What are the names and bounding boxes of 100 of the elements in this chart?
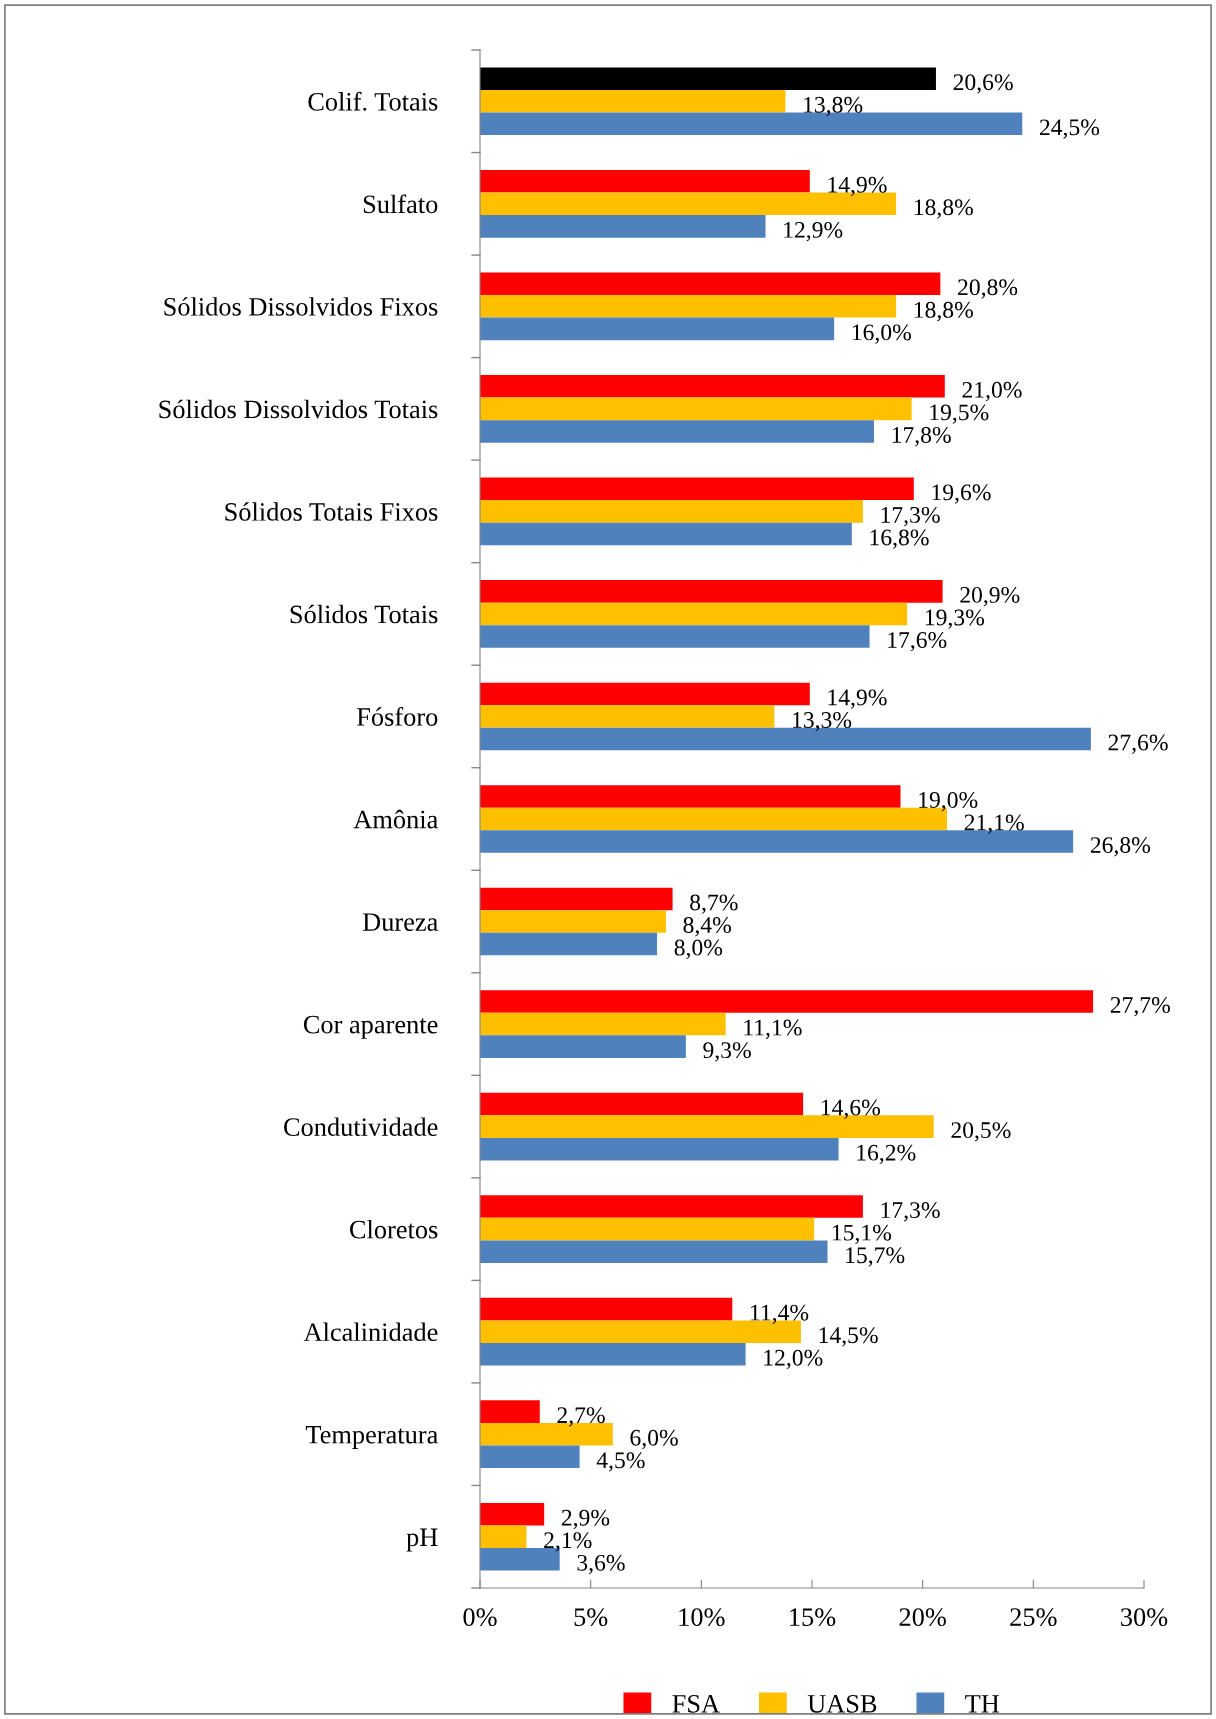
y-tick-label: Sulfato: [363, 194, 438, 214]
data-label: 15,7%: [846, 1247, 905, 1267]
data-label: 11,4%: [751, 1304, 809, 1324]
bar: [480, 1297, 733, 1321]
bar: [480, 602, 908, 626]
bar: [480, 375, 945, 398]
data-label: 2,1%: [544, 1532, 592, 1552]
bar: [480, 682, 810, 706]
data-label: 26,8%: [1090, 837, 1151, 857]
data-label: 11,1%: [744, 1019, 802, 1039]
bar: [480, 420, 874, 443]
y-tick-label: Cloretos: [349, 1219, 438, 1239]
data-label: 13,8%: [804, 96, 863, 117]
bar: [480, 785, 901, 808]
bar: [480, 1400, 540, 1423]
y-tick-label: Dureza: [362, 913, 438, 931]
y-tick-label: Condutividade: [284, 1117, 438, 1137]
legend-label: FSA: [672, 1694, 720, 1713]
x-tick-label: 25%: [1010, 1608, 1057, 1627]
bar: [480, 1502, 545, 1526]
bar: [480, 625, 870, 648]
bar: [480, 169, 810, 193]
data-label: 6,0%: [630, 1429, 678, 1450]
bar: [480, 500, 863, 523]
data-label: 19,0%: [919, 791, 978, 812]
data-label: 19,6%: [932, 484, 991, 504]
bar: [480, 215, 766, 238]
data-label: 20,9%: [960, 586, 1020, 607]
bar: [480, 1525, 527, 1549]
legend-label: TH: [965, 1695, 1000, 1713]
data-label: 21,1%: [964, 814, 1024, 834]
x-tick-label: 5%: [574, 1608, 608, 1627]
data-label: 4,5%: [596, 1452, 645, 1472]
data-label: 12,0%: [764, 1349, 823, 1370]
bar: [480, 89, 786, 113]
data-label: 24,5%: [1039, 119, 1100, 139]
bar: [480, 317, 835, 341]
data-label: 17,3%: [881, 506, 940, 527]
data-label: 2,7%: [557, 1407, 605, 1427]
y-tick-label: Temperatura: [305, 1426, 438, 1449]
bar: [480, 910, 666, 933]
bar: [480, 295, 897, 318]
data-label: 16,0%: [852, 324, 911, 344]
bar: [480, 397, 912, 421]
y-tick-label: Fósforo: [356, 707, 438, 726]
data-label: 14,5%: [819, 1327, 878, 1347]
data-label: 14,9%: [828, 176, 887, 197]
data-label: 19,5%: [930, 404, 989, 424]
data-label: 2,9%: [561, 1509, 610, 1530]
y-tick-label: Sólidos Totais: [290, 604, 438, 624]
data-label: 18,8%: [914, 199, 973, 219]
data-label: 3,6%: [577, 1554, 625, 1575]
bar: [480, 1035, 686, 1058]
data-label: 20,6%: [953, 74, 1013, 94]
bar: [480, 272, 941, 296]
bar: [480, 580, 943, 603]
data-label: 17,3%: [881, 1202, 940, 1222]
data-label: 13,3%: [793, 712, 852, 732]
y-tick-label: pH: [406, 1528, 438, 1552]
data-label: 9,3%: [703, 1042, 751, 1062]
x-tick-label: 15%: [790, 1608, 836, 1627]
bar: [480, 477, 914, 501]
data-label: 14,6%: [821, 1099, 880, 1119]
y-tick-label: Colif. Totais: [308, 91, 438, 111]
data-label: 16,8%: [870, 529, 929, 549]
data-label: 27,7%: [1110, 997, 1170, 1017]
data-label: 8,7%: [690, 894, 738, 914]
x-tick-label: 0%: [463, 1608, 497, 1627]
bar: [480, 1240, 828, 1263]
legend-label: UASB: [807, 1694, 877, 1713]
bar: [480, 1092, 804, 1116]
y-tick-label: Sólidos Totais Fixos: [225, 502, 438, 521]
data-label: 19,3%: [925, 609, 985, 629]
bar: [480, 1445, 580, 1469]
bar: [480, 1342, 746, 1366]
data-label: 20,5%: [951, 1122, 1011, 1142]
data-label: 17,8%: [892, 426, 951, 447]
y-tick-label: Amônia: [353, 809, 438, 829]
data-label: 21,0%: [962, 381, 1022, 402]
bar: [480, 1217, 815, 1241]
bar: [480, 1137, 839, 1161]
data-label: 12,9%: [784, 221, 843, 242]
data-label: 27,6%: [1108, 734, 1168, 754]
bar: [480, 932, 658, 956]
data-label: 16,2%: [857, 1144, 916, 1165]
data-label: 17,6%: [888, 632, 947, 652]
data-label: 8,0%: [674, 939, 723, 959]
y-tick-label: Sólidos Dissolvidos Fixos: [164, 297, 438, 316]
bar: [480, 522, 852, 546]
data-label: 14,9%: [828, 689, 887, 709]
data-label: 15,1%: [832, 1224, 892, 1244]
data-label: 8,4%: [683, 917, 731, 937]
data-label: 20,8%: [958, 279, 1018, 299]
data-label: 18,8%: [914, 301, 973, 322]
bar: [480, 887, 673, 911]
bar: [480, 990, 1094, 1013]
bar: [480, 1195, 863, 1218]
x-tick-label: 30%: [1121, 1608, 1168, 1627]
y-tick-label: Sólidos Dissolvidos Totais: [159, 399, 438, 419]
y-tick-label: Alcalinidade: [303, 1322, 438, 1342]
